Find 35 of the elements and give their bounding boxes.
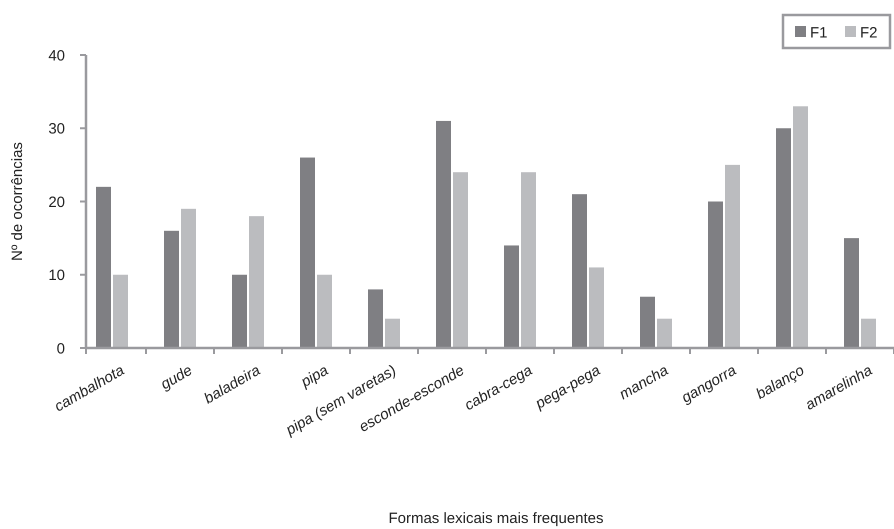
bar xyxy=(725,164,740,348)
bar xyxy=(249,216,264,348)
bar xyxy=(572,194,587,348)
bar xyxy=(181,208,196,348)
bar xyxy=(164,230,179,348)
bar xyxy=(385,318,400,348)
legend-label: F1 xyxy=(810,24,828,42)
bar xyxy=(844,238,859,348)
bar xyxy=(96,186,111,348)
x-tick-label: gude xyxy=(158,362,196,394)
bar xyxy=(521,172,536,348)
y-tick-label: 40 xyxy=(48,47,65,64)
y-tick-label: 30 xyxy=(48,120,65,138)
x-tick-label: pipa xyxy=(297,362,332,392)
y-tick-label: 0 xyxy=(56,340,65,358)
y-tick-label: 20 xyxy=(48,194,65,211)
bar xyxy=(317,274,332,348)
bar xyxy=(861,318,876,348)
bar xyxy=(436,120,451,348)
bar xyxy=(232,274,247,348)
y-axis-title: Nº de ocorrências xyxy=(9,142,26,261)
bar xyxy=(776,128,791,348)
bar xyxy=(589,267,604,348)
legend-label: F2 xyxy=(860,24,878,42)
x-axis-title: Formas lexicais mais frequentes xyxy=(388,510,604,527)
bar xyxy=(368,289,383,348)
bar xyxy=(657,318,672,348)
bar xyxy=(708,202,723,348)
y-tick-label: 10 xyxy=(48,267,65,284)
bar xyxy=(453,172,468,348)
bar xyxy=(504,245,519,348)
bar xyxy=(640,296,655,348)
bar xyxy=(793,106,808,348)
bar xyxy=(300,158,315,348)
bar xyxy=(113,274,128,348)
